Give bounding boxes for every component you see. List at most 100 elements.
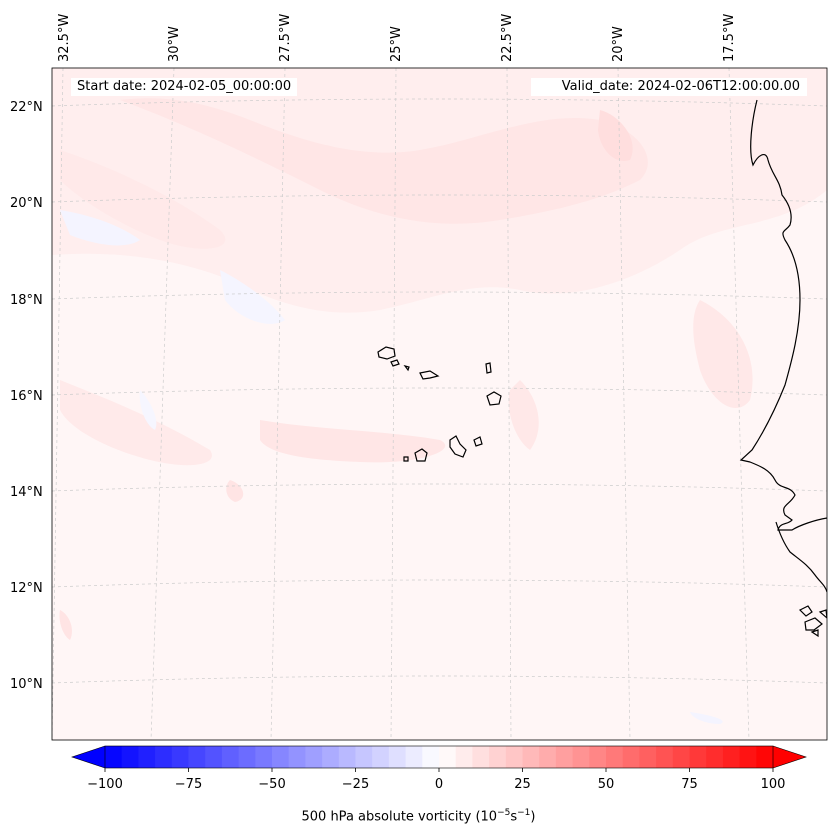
colorbar-tick-label: −75 (175, 777, 202, 792)
colorbar-segment (639, 746, 657, 768)
vorticity-band (120, 98, 648, 224)
island-santiago (449, 435, 467, 458)
colorbar-segment (138, 746, 156, 768)
colorbar-segment (255, 746, 273, 768)
colorbar-segment (405, 746, 423, 768)
vorticity-band (60, 210, 140, 246)
valid-date-label: Valid_date: 2024-02-06T12:00:00.00 (531, 78, 807, 96)
cape-verde-islands (377, 346, 502, 462)
colorbar-segment (272, 746, 290, 768)
lon-label: 25°W (389, 26, 404, 62)
colorbar-segment (756, 746, 774, 768)
vorticity-band (260, 420, 446, 463)
vorticity-band (508, 380, 539, 450)
colorbar-segment (372, 746, 390, 768)
island-brava (403, 456, 409, 462)
lat-label: 22°N (10, 100, 43, 115)
colorbar-segment (188, 746, 206, 768)
colorbar-segment (205, 746, 223, 768)
colorbar-ticks: −100 −75 −50 −25 0 25 50 75 100 (87, 768, 785, 792)
island-boa-vista (486, 391, 502, 406)
colorbar-segment (589, 746, 607, 768)
colorbar-segment (455, 746, 473, 768)
colorbar-segment (155, 746, 173, 768)
colorbar-segment (305, 746, 323, 768)
colorbar-segment (238, 746, 256, 768)
lon-label: 20°W (611, 26, 626, 62)
colorbar-segment (338, 746, 357, 768)
lon-label: 27.5°W (278, 14, 293, 62)
bijagos-islands (798, 605, 827, 638)
colorbar-tick-label: 75 (681, 777, 698, 792)
colorbar-segment (706, 746, 724, 768)
colorbar-segment (606, 746, 624, 768)
colorbar-arrow-outline (71, 745, 807, 769)
colorbar-segment (472, 746, 490, 768)
colorbar-segment (121, 746, 139, 768)
lat-label: 14°N (10, 485, 43, 500)
colorbar-segment (105, 746, 123, 768)
island-sao-nicolau (419, 370, 440, 380)
parallel-gridlines (52, 98, 827, 684)
colorbar-segment (489, 746, 507, 768)
colorbar-tick-label: −100 (87, 777, 123, 792)
colorbar-segment (505, 746, 524, 768)
map-frame (51, 67, 828, 741)
colorbar-segment (288, 746, 306, 768)
vorticity-field (52, 68, 827, 740)
colorbar-segment (322, 746, 340, 768)
colorbar-title: 500 hPa absolute vorticity (10−5s−1) (301, 808, 536, 825)
colorbar-segment (171, 746, 190, 768)
lat-label: 10°N (10, 677, 43, 692)
colorbar-tick-label: −50 (258, 777, 285, 792)
colorbar-segment (388, 746, 407, 768)
meridian-gridlines (52, 68, 750, 740)
lat-label: 18°N (10, 293, 43, 308)
island-sal (485, 362, 492, 374)
colorbar-tick-label: 25 (514, 777, 531, 792)
lat-label: 12°N (10, 581, 43, 596)
colorbar-extend-max (773, 746, 806, 768)
colorbar-tick-label: −25 (342, 777, 369, 792)
colorbar-segment (622, 746, 640, 768)
colorbar-segment (739, 746, 757, 768)
colorbar-segment (572, 746, 590, 768)
island-santo-antao (377, 346, 396, 360)
colorbar-segment (422, 746, 440, 768)
island-sao-vicente (390, 359, 400, 367)
colorbar-tick-label: 0 (435, 777, 443, 792)
lon-label: 17.5°W (722, 14, 737, 62)
island-fogo (414, 448, 428, 462)
guinea-bissau-coast (775, 521, 827, 593)
colorbar-segment (355, 746, 373, 768)
colorbar-segment (689, 746, 707, 768)
vorticity-band (59, 610, 72, 640)
colorbar-extend-min (72, 746, 105, 768)
colorbar-segment (221, 746, 240, 768)
longitude-labels: 32.5°W 30°W 27.5°W 25°W 22.5°W 20°W 17.5… (57, 14, 737, 62)
colorbar-segment (722, 746, 741, 768)
colorbar-segment (539, 746, 557, 768)
vorticity-band (60, 380, 212, 466)
vorticity-band (226, 480, 244, 502)
colorbar-segment (522, 746, 540, 768)
vorticity-band (690, 712, 723, 724)
island-maio (473, 436, 483, 447)
colorbar-segment (439, 746, 457, 768)
colorbar-segment (555, 746, 574, 768)
colorbar-segments (105, 746, 774, 768)
island-santa-luzia (403, 365, 410, 372)
vorticity-band (693, 300, 753, 409)
colorbar-tick-label: 50 (598, 777, 615, 792)
west-africa-coastline (739, 99, 827, 531)
vorticity-band (220, 270, 285, 324)
latitude-labels: 22°N 20°N 18°N 16°N 14°N 12°N 10°N (10, 100, 43, 692)
start-date-label: Start date: 2024-02-05_00:00:00 (71, 78, 298, 96)
colorbar-segment (672, 746, 691, 768)
lon-label: 22.5°W (500, 14, 515, 62)
lon-label: 30°W (167, 26, 182, 62)
vorticity-band (139, 390, 157, 430)
lon-label: 32.5°W (57, 14, 72, 62)
colorbar-segment (656, 746, 674, 768)
